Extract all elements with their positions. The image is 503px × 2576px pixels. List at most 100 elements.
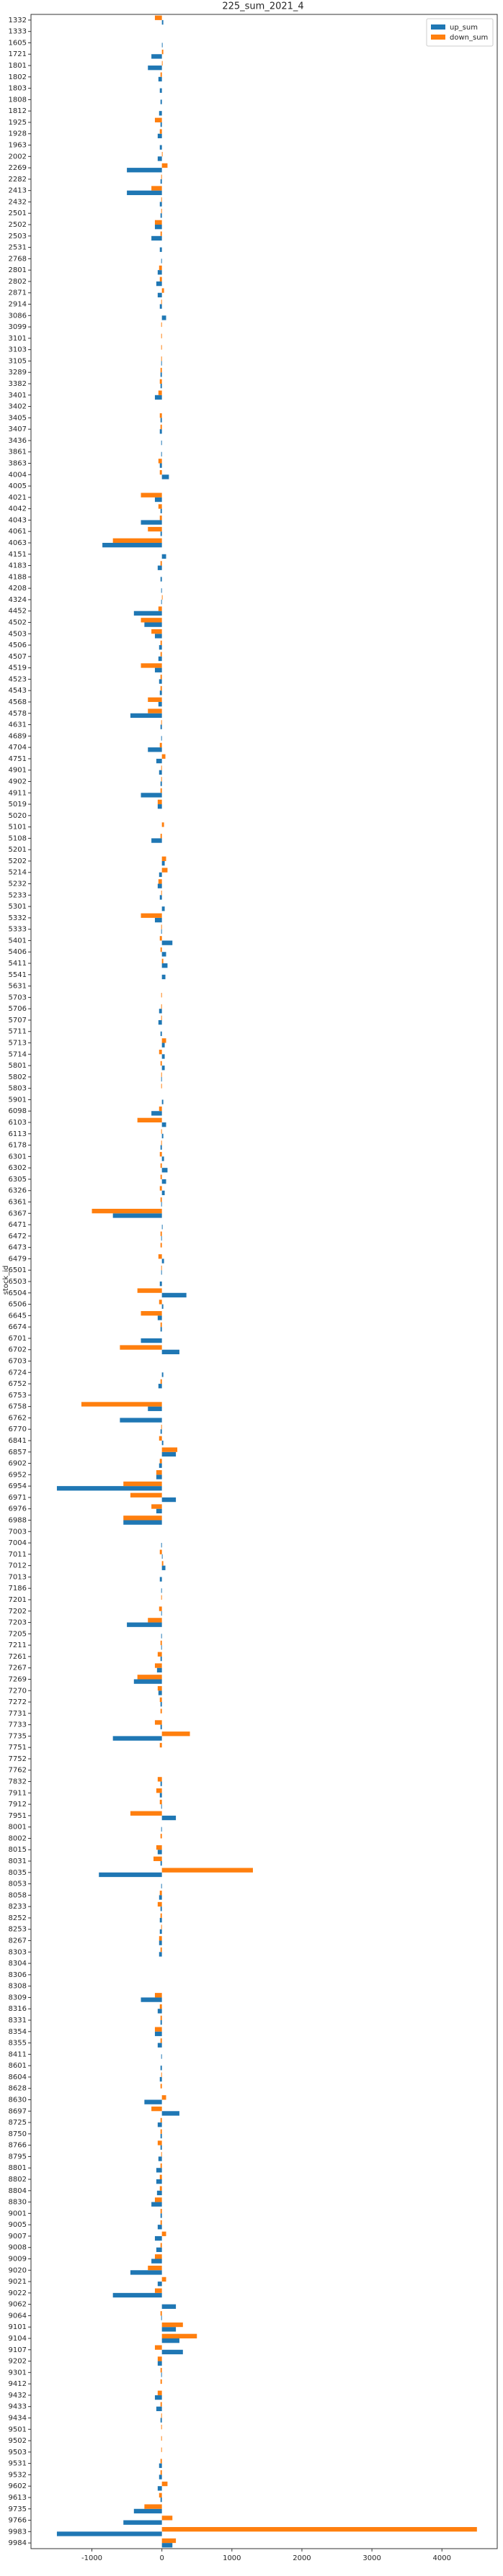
y-tick-label: 3405 (9, 414, 27, 422)
bar (151, 1504, 162, 1509)
y-tick-label: 4502 (9, 618, 27, 626)
y-tick-label: 5803 (9, 1085, 27, 1093)
bar (159, 1549, 162, 1554)
bar (159, 2076, 162, 2082)
y-tick-label: 9433 (9, 2403, 27, 2411)
bar (160, 2066, 162, 2071)
y-tick-label: 4208 (9, 585, 27, 593)
bar (161, 1042, 165, 1048)
bar (161, 1731, 190, 1737)
y-tick-label: 2002 (9, 153, 27, 161)
bar (161, 451, 162, 457)
bar (151, 235, 162, 241)
bar (160, 384, 162, 389)
y-tick-label: 1802 (9, 73, 27, 81)
bar (158, 701, 162, 707)
bar (154, 2254, 162, 2259)
bar (141, 793, 162, 798)
y-tick-label: 5802 (9, 1073, 27, 1081)
bar (157, 2225, 162, 2230)
bar (112, 1213, 162, 1218)
y-tick-label: 3099 (9, 323, 27, 331)
y-tick-label: 9062 (9, 2301, 27, 2309)
y-tick-label: 6703 (9, 1357, 27, 1365)
bar (161, 952, 166, 957)
y-tick-label: 3863 (9, 459, 27, 467)
y-tick-label: 9008 (9, 2244, 27, 2252)
y-tick-label: 5711 (9, 1028, 27, 1036)
bar (161, 1190, 165, 1196)
bar (159, 1940, 162, 1945)
bar (161, 2338, 179, 2343)
y-tick-label: 4042 (9, 505, 27, 513)
bar (160, 1708, 162, 1713)
bar (159, 2492, 162, 2498)
bar (160, 2243, 162, 2248)
y-tick-label: 6762 (9, 1414, 27, 1422)
bar (157, 2043, 162, 2048)
bar (161, 777, 162, 782)
y-tick-label: 4061 (9, 528, 27, 536)
y-tick-label: 7762 (9, 1767, 27, 1775)
bar (161, 1451, 177, 1457)
bar (161, 1924, 162, 1929)
bar (157, 2282, 162, 2287)
y-tick-label: 7003 (9, 1528, 27, 1536)
y-tick-label: 5401 (9, 937, 27, 945)
bar (127, 1622, 162, 1627)
bar (141, 1338, 162, 1343)
y-tick-label: 2501 (9, 210, 27, 217)
bar (148, 66, 162, 71)
bar (161, 1066, 165, 1071)
y-tick-label: 3101 (9, 335, 27, 343)
bar (160, 2497, 162, 2503)
bar (159, 1891, 162, 1896)
bar (159, 202, 162, 207)
bar (161, 993, 162, 998)
bar (161, 1349, 179, 1355)
y-tick-label: 9983 (9, 2528, 27, 2536)
y-tick-label: 8253 (9, 1926, 27, 1934)
bar (161, 1561, 164, 1566)
y-tick-label: 6857 (9, 1449, 27, 1456)
bar (161, 1156, 164, 1161)
bar (160, 685, 162, 691)
y-tick-label: 2282 (9, 176, 27, 184)
bar (160, 1656, 162, 1662)
y-tick-label: 5714 (9, 1050, 27, 1058)
bar (137, 1288, 162, 1293)
bar (158, 504, 162, 509)
y-tick-label: 4004 (9, 471, 27, 479)
y-tick-label: 1803 (9, 85, 27, 93)
y-tick-label: 9202 (9, 2358, 27, 2366)
y-tick-label: 6758 (9, 1403, 27, 1411)
y-tick-label: 5232 (9, 881, 27, 888)
bar (161, 1868, 253, 1873)
bar (158, 606, 162, 611)
bar (160, 577, 162, 582)
bar (161, 361, 162, 366)
y-tick-label: 4021 (9, 494, 27, 502)
y-tick-label: 9022 (9, 2289, 27, 2297)
bar (161, 60, 163, 66)
bar (159, 1895, 162, 1900)
bar (161, 588, 162, 593)
bar (161, 1015, 162, 1020)
y-tick-label: 9104 (9, 2335, 27, 2343)
bar (160, 1429, 162, 1434)
bar (156, 281, 162, 287)
bar (161, 2516, 173, 2521)
y-tick-label: 9984 (9, 2539, 27, 2547)
y-tick-label: 8309 (9, 1994, 27, 2001)
bar (154, 2031, 162, 2037)
x-tick-label: -1000 (81, 2554, 102, 2562)
y-tick-label: 1332 (9, 17, 27, 24)
y-tick-label: 6702 (9, 1346, 27, 1354)
bar (161, 940, 173, 945)
bar (157, 156, 162, 161)
bar (161, 2327, 177, 2332)
y-tick-label: 2432 (9, 198, 27, 206)
bar (160, 2163, 162, 2169)
bar (151, 54, 162, 59)
